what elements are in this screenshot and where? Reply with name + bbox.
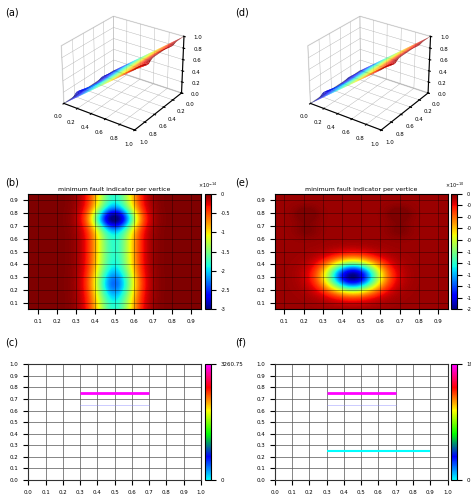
Title: minimum fault indicator per vertice: minimum fault indicator per vertice [58, 187, 171, 192]
Text: (f): (f) [236, 338, 246, 347]
Text: (a): (a) [5, 8, 18, 18]
Title: minimum fault indicator per vertice: minimum fault indicator per vertice [305, 187, 417, 192]
Text: (b): (b) [5, 178, 18, 188]
Text: $\times10^{-14}$: $\times10^{-14}$ [198, 181, 217, 190]
Text: (d): (d) [236, 8, 249, 18]
Text: (e): (e) [236, 178, 249, 188]
Text: (c): (c) [5, 338, 18, 347]
Text: $\times10^{-10}$: $\times10^{-10}$ [445, 181, 464, 190]
